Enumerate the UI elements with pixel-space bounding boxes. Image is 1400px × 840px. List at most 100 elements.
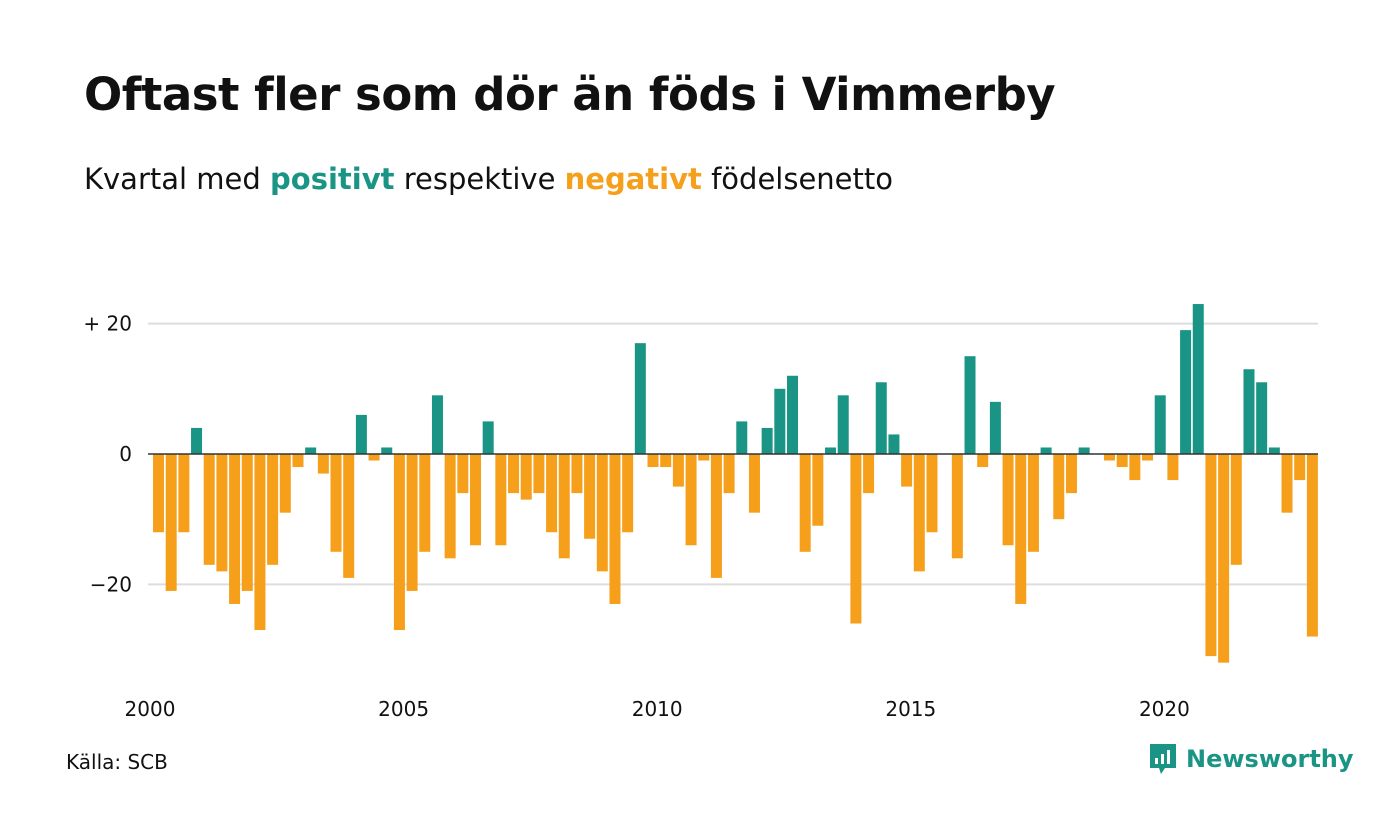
bar [1218, 454, 1230, 663]
bar [825, 447, 837, 454]
bar [774, 388, 786, 454]
bar [698, 454, 710, 461]
bar [875, 382, 887, 454]
bar [812, 454, 824, 526]
y-tick-label: + 20 [83, 312, 132, 336]
bar [1065, 454, 1077, 494]
bar [1306, 454, 1318, 637]
bar [723, 454, 735, 494]
bar [1230, 454, 1242, 565]
bar [1167, 454, 1179, 481]
bar [571, 454, 583, 494]
brand-name: Newsworthy [1186, 745, 1354, 773]
bar [279, 454, 291, 513]
bar [1027, 454, 1039, 552]
bar [203, 454, 215, 565]
axes: + 20 0 −20 2000 2005 2010 2015 2020 [83, 312, 1318, 721]
x-tick-label: 2010 [632, 697, 683, 721]
bar [508, 454, 520, 494]
bar [546, 454, 558, 533]
bar [622, 454, 634, 533]
bar [926, 454, 938, 533]
brand-logo: Newsworthy [1148, 742, 1354, 776]
bar [710, 454, 722, 578]
bar [1053, 454, 1065, 520]
x-tick-label: 2020 [1139, 697, 1190, 721]
bar [1180, 330, 1192, 454]
bar [761, 427, 773, 454]
bar [1205, 454, 1217, 657]
bar [1002, 454, 1014, 546]
bar [609, 454, 621, 604]
subtitle-prefix: Kvartal med [84, 162, 261, 196]
bars [153, 304, 1318, 663]
bar [1116, 454, 1128, 468]
bar [1294, 454, 1306, 481]
bar [901, 454, 913, 487]
bar [863, 454, 875, 494]
bar [1192, 304, 1204, 454]
bar [419, 454, 431, 552]
subtitle-negative: negativt [564, 162, 702, 196]
bar [596, 454, 608, 572]
bar [520, 454, 532, 500]
bar [165, 454, 177, 591]
chart-subtitle: Kvartal med positivt respektive negativt… [84, 162, 893, 196]
bar [1154, 395, 1166, 454]
bar [495, 454, 507, 546]
bar [470, 454, 481, 546]
bar [1104, 454, 1115, 461]
bar [1268, 447, 1280, 454]
bar [343, 454, 355, 578]
bar [533, 454, 545, 494]
bar [355, 414, 367, 454]
bar [964, 356, 976, 454]
newsworthy-icon [1150, 744, 1176, 774]
grid-lines [148, 322, 1318, 586]
bar [787, 375, 798, 454]
bar [660, 454, 672, 468]
bar [482, 421, 494, 454]
bar [153, 454, 164, 533]
x-tick-label: 2005 [378, 697, 429, 721]
subtitle-suffix: födelsenetto [711, 162, 893, 196]
bar [1256, 382, 1268, 454]
bar [305, 447, 317, 454]
source-note: Källa: SCB [66, 750, 168, 774]
bar [1015, 454, 1027, 604]
bar [178, 454, 190, 533]
bar [1129, 454, 1141, 481]
bar [736, 421, 748, 454]
bar [216, 454, 228, 572]
bar [913, 454, 925, 572]
bar [888, 434, 900, 454]
subtitle-positive: positivt [270, 162, 395, 196]
x-tick-label: 2015 [885, 697, 936, 721]
bar [254, 454, 266, 631]
bar [1040, 447, 1052, 454]
bar [672, 454, 684, 487]
chart-title: Oftast fler som dör än föds i Vimmerby [84, 68, 1056, 121]
subtitle-middle: respektive [403, 162, 556, 196]
bar [837, 395, 849, 454]
y-tick-label: −20 [90, 572, 132, 596]
bar [393, 454, 405, 631]
bar [799, 454, 811, 552]
bar [431, 395, 443, 454]
bar [634, 343, 646, 454]
bar [1281, 454, 1293, 513]
bar [191, 427, 203, 454]
bar [685, 454, 697, 546]
bar [951, 454, 963, 559]
bar [241, 454, 253, 591]
y-tick-label: 0 [119, 442, 132, 466]
bar [457, 454, 469, 494]
bar [977, 454, 989, 468]
bar [229, 454, 241, 604]
bar [330, 454, 342, 552]
bar [647, 454, 659, 468]
bar [584, 454, 596, 539]
bar [1142, 454, 1154, 461]
bar [558, 454, 570, 559]
